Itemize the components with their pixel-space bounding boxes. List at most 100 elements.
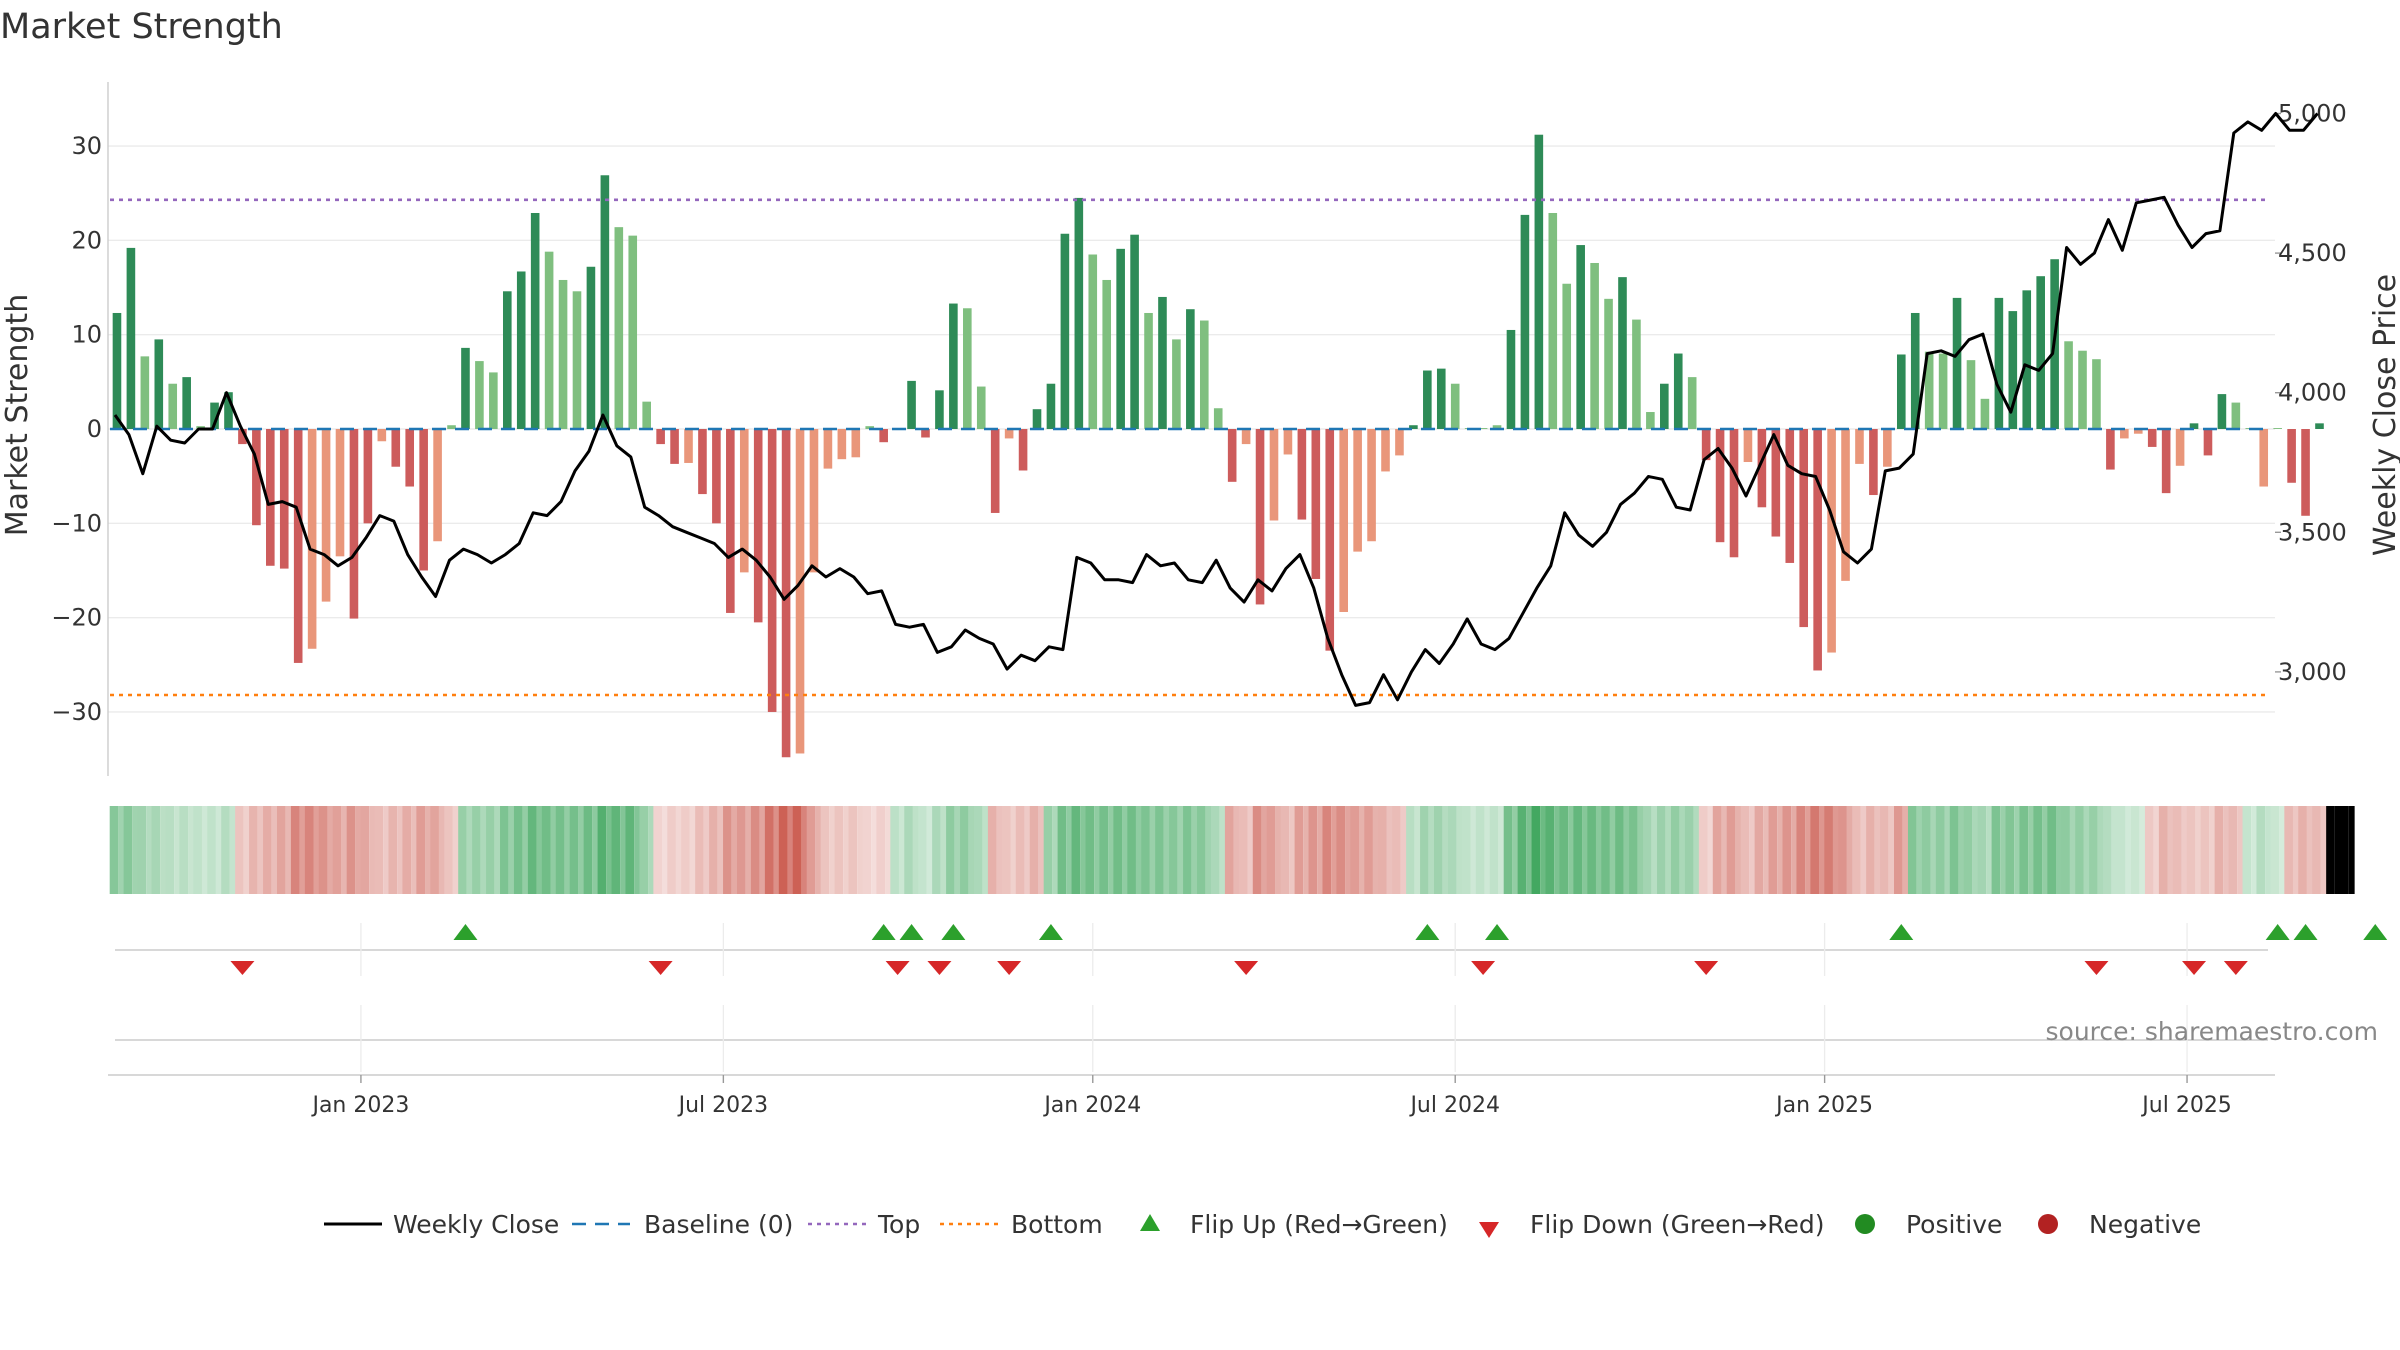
strength-bar — [2036, 276, 2045, 429]
strength-bar — [1687, 377, 1697, 429]
y-tick-label: −30 — [51, 698, 102, 726]
state-cell — [1155, 806, 1164, 894]
state-cell-gap — [926, 806, 933, 894]
state-cell-gap — [1219, 806, 1226, 894]
strength-bar — [279, 429, 289, 569]
state-cell-gap — [1805, 806, 1811, 894]
state-cell-gap — [620, 806, 627, 894]
state-cell — [569, 806, 579, 894]
state-cell — [1210, 806, 1220, 894]
strength-bar — [684, 429, 693, 463]
state-cell-gap — [2223, 806, 2230, 894]
strength-bar — [238, 429, 247, 445]
y2-tick-label: 4,000 — [2278, 379, 2347, 407]
strength-bar — [307, 429, 317, 649]
strength-bar — [224, 392, 233, 429]
strength-bar — [447, 425, 456, 429]
strength-bar — [1241, 429, 1251, 445]
strength-bar — [2203, 429, 2213, 456]
state-cell-gap — [1651, 806, 1658, 894]
state-cell-gap — [1163, 806, 1170, 894]
state-cell — [555, 806, 565, 894]
state-cell-gap — [132, 806, 139, 894]
chart-title: Market Strength — [0, 7, 283, 47]
strength-bars — [112, 134, 2324, 758]
strength-bar — [990, 429, 1000, 513]
state-cell-gap — [689, 806, 696, 894]
flip-down-marker — [2223, 961, 2248, 975]
strength-bar — [865, 426, 875, 429]
strength-bar — [963, 308, 972, 429]
state-cell-gap — [369, 806, 376, 894]
strength-bar — [1576, 245, 1585, 429]
state-cell — [513, 806, 523, 894]
state-cell-gap — [1554, 806, 1561, 894]
legend-weekly-close: Weekly Close — [393, 1210, 559, 1239]
strength-bar — [1604, 298, 1613, 429]
strength-bar — [1116, 248, 1125, 429]
state-cell-gap — [2348, 806, 2355, 894]
state-cell-gap — [703, 806, 710, 894]
strength-bar — [767, 429, 777, 712]
state-cell-gap — [1902, 806, 1909, 894]
state-cell-gap — [829, 806, 836, 894]
state-cell — [1378, 806, 1387, 894]
strength-bar — [2147, 429, 2157, 447]
strength-bar — [293, 429, 303, 663]
strength-bar — [391, 429, 401, 467]
state-cell-gap — [912, 806, 919, 894]
strength-bar — [1743, 429, 1753, 463]
state-cell-gap — [2279, 806, 2285, 894]
state-cell — [2172, 806, 2182, 894]
state-cell-gap — [871, 806, 877, 894]
state-cell — [932, 806, 941, 894]
strength-bar — [321, 429, 331, 602]
strength-bar — [126, 247, 136, 429]
state-cell-gap — [675, 806, 682, 894]
strength-bar — [1771, 429, 1781, 537]
strength-bar — [1130, 234, 1139, 429]
strength-bar — [949, 303, 958, 429]
state-cell-gap — [466, 806, 473, 894]
state-cell-gap — [2209, 806, 2216, 894]
strength-bar — [266, 429, 275, 566]
flip-up-marker — [2265, 924, 2290, 940]
state-cell — [402, 806, 412, 894]
state-cell — [1949, 806, 1959, 894]
state-cell — [792, 806, 802, 894]
strength-bar — [1255, 429, 1265, 605]
state-cell-gap — [215, 806, 222, 894]
strength-bar — [1339, 429, 1348, 612]
date-tick-label: Jul 2023 — [677, 1093, 769, 1118]
state-cell — [1406, 806, 1415, 894]
strength-bar — [739, 429, 749, 573]
state-cell — [500, 806, 509, 894]
state-cell-gap — [2265, 806, 2271, 894]
strength-bar — [1144, 312, 1153, 429]
strength-bar — [1213, 408, 1223, 429]
date-tick-label: Jul 2025 — [2140, 1093, 2232, 1118]
state-cell-gap — [885, 806, 891, 894]
strength-bar — [1562, 283, 1572, 429]
strength-bar — [1436, 368, 1446, 429]
state-cell-gap — [2014, 806, 2021, 894]
left-y-axis-ticks: 30 20 10 0 −10 −20 −30 — [51, 132, 102, 726]
strength-bar — [642, 401, 651, 429]
flip-down-marker — [885, 961, 910, 975]
state-cell-gap — [2195, 806, 2202, 894]
strength-bar — [1966, 360, 1976, 429]
state-cell — [458, 806, 467, 894]
strength-bar — [1715, 429, 1725, 543]
state-cell — [1559, 806, 1569, 894]
state-cell — [1001, 806, 1011, 894]
state-cell-gap — [564, 806, 571, 894]
state-cell-gap — [1289, 806, 1296, 894]
flip-up-marker — [1889, 924, 1914, 940]
state-cell — [1754, 806, 1764, 894]
state-cell-gap — [1832, 806, 1839, 894]
state-cell — [862, 806, 872, 894]
state-cell — [2061, 806, 2070, 894]
state-cell — [1183, 806, 1192, 894]
state-cell-gap — [2083, 806, 2090, 894]
state-cell-gap — [1665, 806, 1672, 894]
